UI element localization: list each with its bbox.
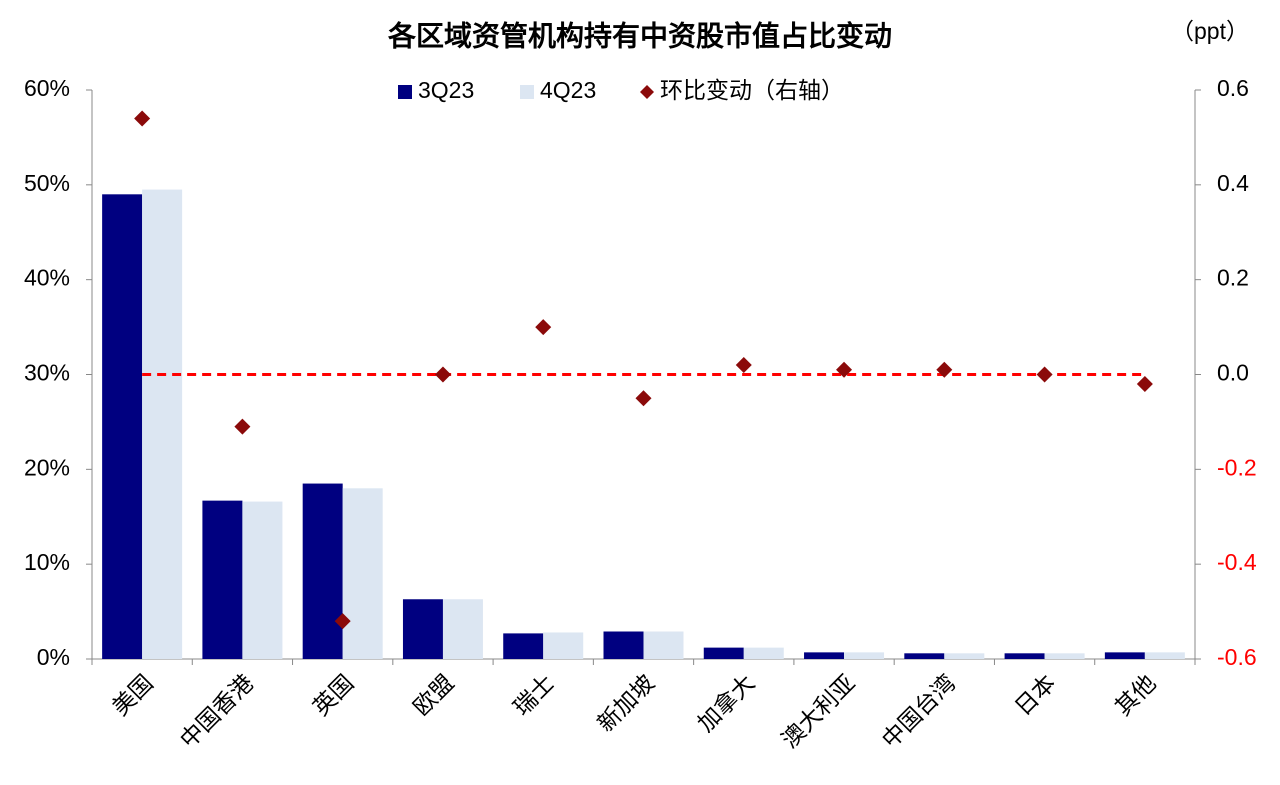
x-tick-label: 其他 <box>1110 669 1161 720</box>
x-tick-label: 中国台湾 <box>877 669 960 752</box>
y2-tick-label: 0.6 <box>1217 75 1249 101</box>
y2-tick-label: 0.2 <box>1217 265 1249 291</box>
bar <box>703 647 744 659</box>
diamond-marker <box>134 110 151 127</box>
diamond-marker <box>434 366 451 383</box>
bar <box>1004 653 1045 659</box>
legend-label: 3Q23 <box>418 77 474 103</box>
x-tick-label: 美国 <box>107 669 158 720</box>
y2-tick-label: -0.4 <box>1217 549 1257 575</box>
bar <box>102 194 143 660</box>
diamond-marker <box>1036 366 1053 383</box>
bar <box>904 653 945 659</box>
x-tick-label: 加拿大 <box>692 669 759 736</box>
y-tick-label: 60% <box>24 75 70 101</box>
bar <box>342 488 383 659</box>
bar <box>1104 652 1145 659</box>
chart-title: 各区域资管机构持有中资股市值占比变动 <box>387 19 892 51</box>
y-tick-label: 20% <box>24 454 70 480</box>
y-tick-label: 50% <box>24 170 70 196</box>
diamond-marker <box>535 319 552 336</box>
y2-tick-label: 0.4 <box>1217 170 1249 196</box>
diamond-marker <box>836 361 853 378</box>
x-tick-label: 欧盟 <box>408 669 459 720</box>
y-tick-label: 40% <box>24 265 70 291</box>
bar <box>804 652 845 659</box>
legend-swatch <box>398 85 412 99</box>
x-tick-label: 新加坡 <box>592 669 659 736</box>
diamond-marker <box>936 361 953 378</box>
diamond-marker <box>334 613 351 630</box>
legend-swatch <box>640 85 654 99</box>
bar <box>142 189 183 659</box>
y-tick-label: 0% <box>37 644 70 670</box>
bar <box>242 501 283 659</box>
bar <box>603 631 644 659</box>
legend-label: 4Q23 <box>540 77 596 103</box>
bar <box>503 633 544 659</box>
legend-label: 环比变动（右轴） <box>660 77 844 103</box>
x-tick-label: 瑞士 <box>508 669 559 720</box>
bar <box>1144 652 1185 659</box>
bar <box>1044 653 1085 659</box>
x-tick-label: 英国 <box>308 669 359 720</box>
y-tick-label: 30% <box>24 360 70 386</box>
bar <box>743 647 784 659</box>
y2-tick-label: -0.2 <box>1217 454 1257 480</box>
bar <box>844 652 885 659</box>
x-tick-label: 澳大利亚 <box>776 669 859 752</box>
diamond-marker <box>234 418 251 435</box>
bar <box>643 631 684 659</box>
diamond-marker <box>735 357 752 374</box>
bar <box>944 653 985 659</box>
y2-tick-label: 0.0 <box>1217 360 1249 386</box>
bar <box>543 632 584 659</box>
y2-unit-label: （ppt） <box>1171 18 1249 44</box>
bar <box>442 599 483 659</box>
bar <box>202 500 243 659</box>
x-tick-label: 中国香港 <box>175 669 258 752</box>
bar <box>302 483 343 659</box>
y-tick-label: 10% <box>24 549 70 575</box>
x-tick-label: 日本 <box>1010 669 1061 720</box>
legend-swatch <box>520 85 534 99</box>
y2-tick-label: -0.6 <box>1217 644 1257 670</box>
bar <box>402 599 443 659</box>
diamond-marker <box>1136 375 1153 392</box>
diamond-marker <box>635 390 652 407</box>
